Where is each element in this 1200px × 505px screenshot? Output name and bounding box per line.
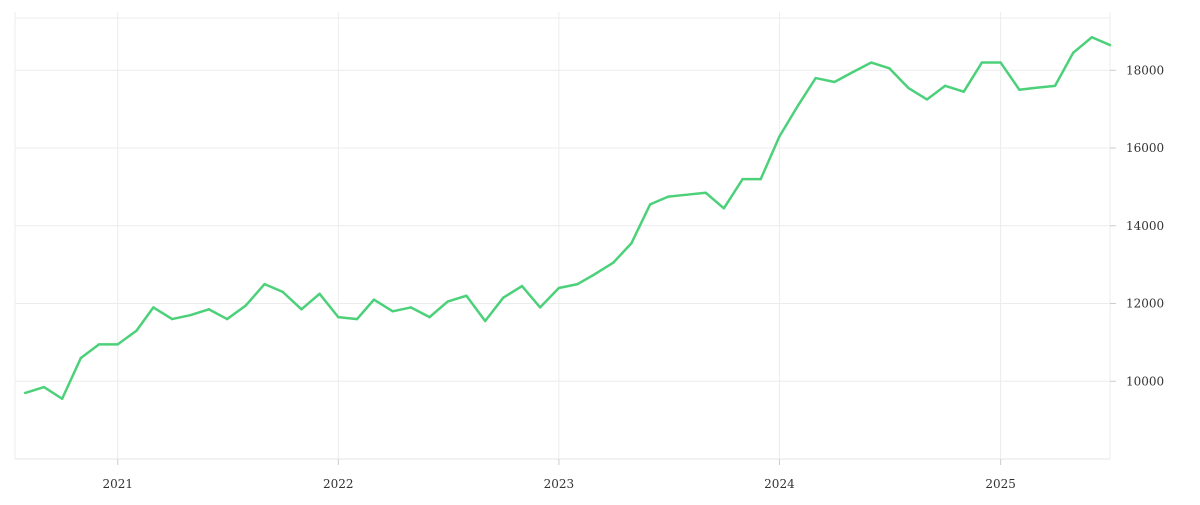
data-point — [685, 193, 689, 196]
data-point — [667, 195, 670, 198]
y-tick-label: 14000 — [1126, 219, 1164, 233]
x-tick-label: 2023 — [544, 477, 575, 491]
data-point — [244, 304, 248, 307]
data-point — [814, 76, 817, 80]
data-point — [1035, 86, 1038, 90]
data-point — [207, 308, 211, 311]
y-axis: 10000 12000 14000 16000 18000 — [1110, 63, 1164, 388]
data-point — [1071, 51, 1075, 55]
data-point — [355, 317, 359, 321]
data-point — [741, 177, 744, 181]
data-point — [391, 310, 394, 313]
data-point — [520, 284, 524, 288]
data-point — [24, 391, 27, 395]
data-point — [446, 300, 449, 303]
data-point — [538, 306, 542, 309]
data-point — [79, 356, 83, 360]
data-point — [483, 319, 487, 323]
data-point — [281, 290, 284, 294]
data-point — [704, 191, 707, 194]
data-point — [1053, 84, 1057, 88]
data-point — [906, 86, 910, 90]
data-point — [60, 397, 64, 400]
data-point — [778, 135, 781, 138]
y-tick-label: 18000 — [1126, 63, 1164, 77]
data-point — [943, 84, 947, 88]
y-tick-label: 10000 — [1126, 374, 1164, 388]
data-point — [1090, 36, 1094, 39]
data-point — [318, 292, 321, 295]
data-point — [372, 298, 376, 301]
data-point — [409, 306, 413, 309]
series-line — [24, 36, 1112, 400]
data-point — [170, 317, 174, 321]
x-tick-label: 2021 — [102, 477, 133, 491]
data-point — [152, 306, 155, 309]
data-point — [135, 329, 138, 332]
data-point — [593, 273, 596, 276]
data-point — [263, 282, 266, 286]
data-point — [722, 207, 726, 210]
data-point — [851, 71, 854, 74]
series-layer — [24, 36, 1112, 400]
data-point — [337, 315, 340, 319]
grid — [14, 12, 1111, 460]
data-point — [189, 313, 192, 317]
data-point — [870, 61, 873, 64]
data-point — [833, 80, 836, 84]
y-tick-label: 16000 — [1126, 141, 1164, 155]
data-point — [225, 317, 229, 321]
data-point — [962, 90, 965, 93]
x-tick-label: 2024 — [764, 477, 795, 491]
data-point — [97, 343, 101, 346]
data-point — [557, 286, 561, 290]
y-tick-label: 12000 — [1126, 297, 1164, 311]
data-point — [888, 67, 891, 70]
data-point — [925, 98, 929, 101]
data-point — [116, 343, 119, 346]
data-point — [428, 315, 431, 319]
data-point — [648, 203, 652, 206]
data-point — [1108, 43, 1112, 47]
data-point — [1018, 88, 1021, 91]
x-axis: 2021 2022 2023 2024 2025 — [102, 459, 1016, 491]
data-point — [630, 242, 633, 245]
data-point — [465, 294, 468, 297]
data-point — [980, 61, 984, 64]
data-point — [502, 296, 505, 299]
data-point — [300, 308, 303, 311]
data-point — [759, 177, 762, 181]
data-point — [999, 61, 1002, 64]
data-point — [576, 282, 579, 286]
data-point — [796, 104, 800, 107]
data-point — [612, 261, 615, 264]
x-tick-label: 2022 — [323, 477, 354, 491]
x-tick-label: 2025 — [985, 477, 1016, 491]
data-point — [42, 385, 46, 389]
